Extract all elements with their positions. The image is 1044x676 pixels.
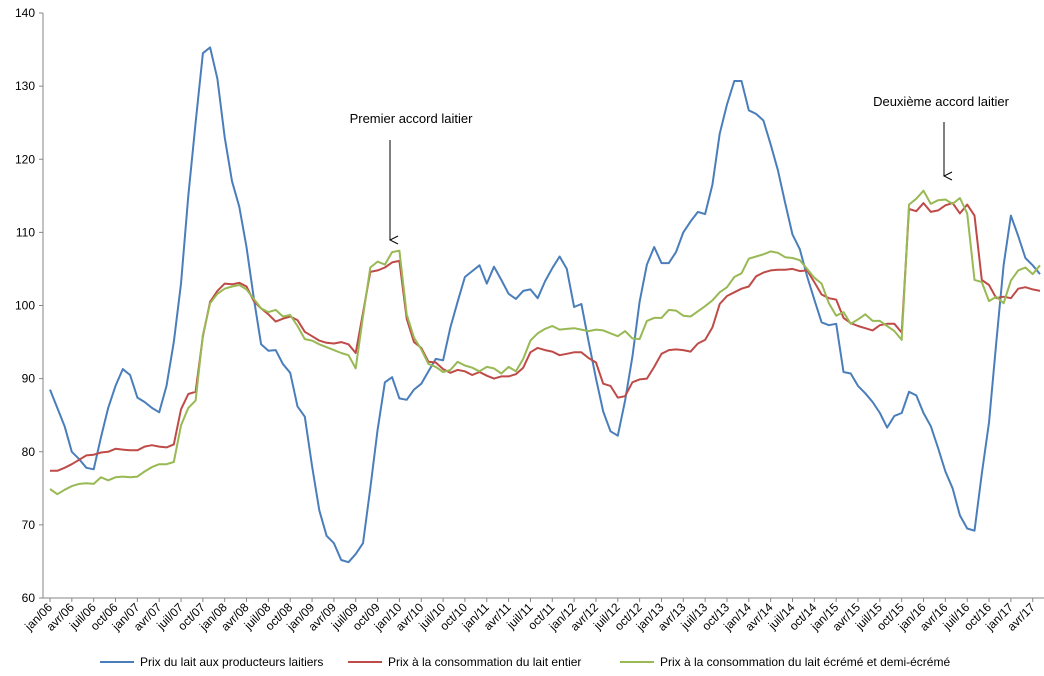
y-tick-label: 100 xyxy=(15,299,35,313)
y-tick-label: 70 xyxy=(22,518,36,532)
y-tick-label: 80 xyxy=(22,445,36,459)
annotation: Premier accord laitier xyxy=(350,111,473,126)
y-tick-label: 120 xyxy=(15,152,35,166)
y-tick-label: 140 xyxy=(15,6,35,20)
y-tick-label: 130 xyxy=(15,79,35,93)
series-line xyxy=(50,202,1041,472)
y-tick-label: 90 xyxy=(22,372,36,386)
series-line xyxy=(49,189,1041,496)
annotation: Deuxième accord laitier xyxy=(873,94,1010,109)
series-line xyxy=(49,46,1041,564)
legend-label: Prix à la consommation du lait écrémé et… xyxy=(660,655,950,669)
legend-label: Prix à la consommation du lait entier xyxy=(388,655,581,669)
y-tick-label: 110 xyxy=(16,225,35,239)
y-tick-label: 60 xyxy=(22,591,36,605)
legend-label: Prix du lait aux producteurs laitiers xyxy=(140,655,323,669)
